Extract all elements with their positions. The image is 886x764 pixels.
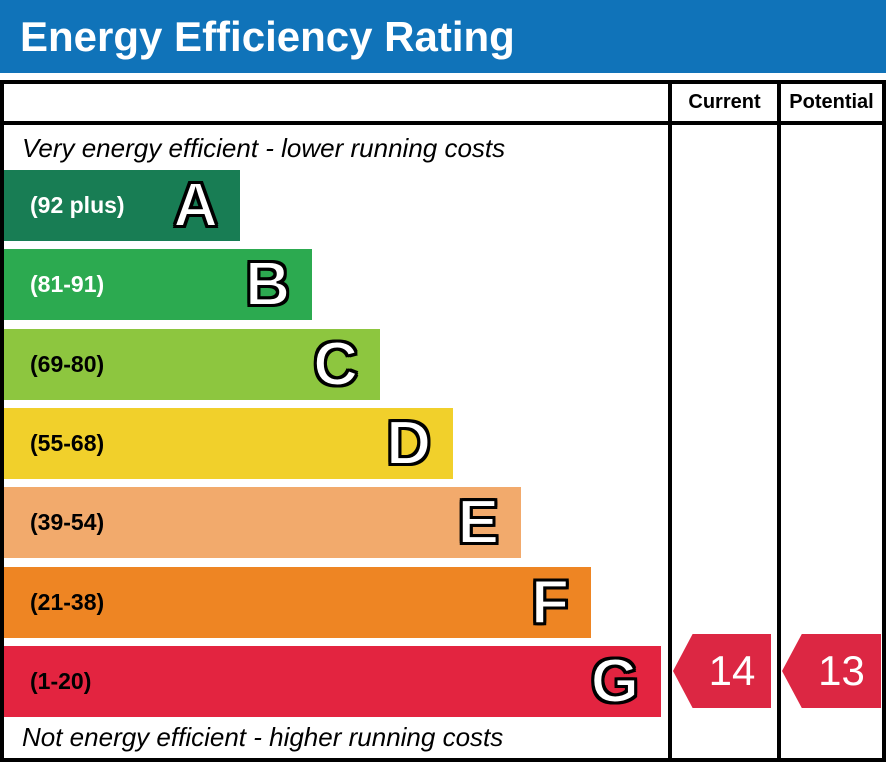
chart-title: Energy Efficiency Rating bbox=[20, 12, 515, 60]
band-letter: C bbox=[312, 329, 359, 399]
top-note: Very energy efficient - lower running co… bbox=[22, 133, 506, 163]
band-letter: B bbox=[244, 249, 291, 319]
band-letter: E bbox=[457, 487, 500, 557]
header-row-divider bbox=[0, 121, 886, 125]
potential-column-header: Potential bbox=[789, 91, 874, 113]
band-letter: D bbox=[385, 408, 432, 478]
band-row: (55-68) D bbox=[4, 408, 453, 479]
band-row: (21-38) F bbox=[4, 567, 591, 638]
band-row: (1-20) G bbox=[4, 646, 661, 717]
band-letter: A bbox=[172, 170, 219, 240]
band-range-label: (69-80) bbox=[30, 351, 105, 377]
band-range-label: (92 plus) bbox=[30, 192, 125, 218]
band-range-label: (21-38) bbox=[30, 589, 105, 615]
band-row: (69-80) C bbox=[4, 329, 380, 400]
band-letter: G bbox=[590, 646, 640, 716]
potential-rating-value: 13 bbox=[818, 647, 865, 694]
band-range-label: (81-91) bbox=[30, 271, 105, 297]
band-row: (81-91) B bbox=[4, 249, 312, 320]
title-bar: Energy Efficiency Rating bbox=[0, 0, 886, 73]
band-range-label: (55-68) bbox=[30, 430, 105, 456]
current-column-header: Current bbox=[688, 91, 761, 113]
band-range-label: (39-54) bbox=[30, 509, 105, 535]
current-rating-arrow: 14 bbox=[673, 634, 771, 708]
bottom-note: Not energy efficient - higher running co… bbox=[22, 722, 504, 752]
current-column-divider bbox=[668, 80, 672, 762]
current-rating-value: 14 bbox=[708, 647, 756, 694]
potential-column-divider bbox=[777, 80, 781, 762]
potential-rating-arrow: 13 bbox=[782, 634, 881, 708]
band-letter: F bbox=[530, 567, 570, 637]
band-row: (39-54) E bbox=[4, 487, 521, 558]
band-row: (92 plus) A bbox=[4, 170, 240, 241]
band-range-label: (1-20) bbox=[30, 668, 92, 694]
